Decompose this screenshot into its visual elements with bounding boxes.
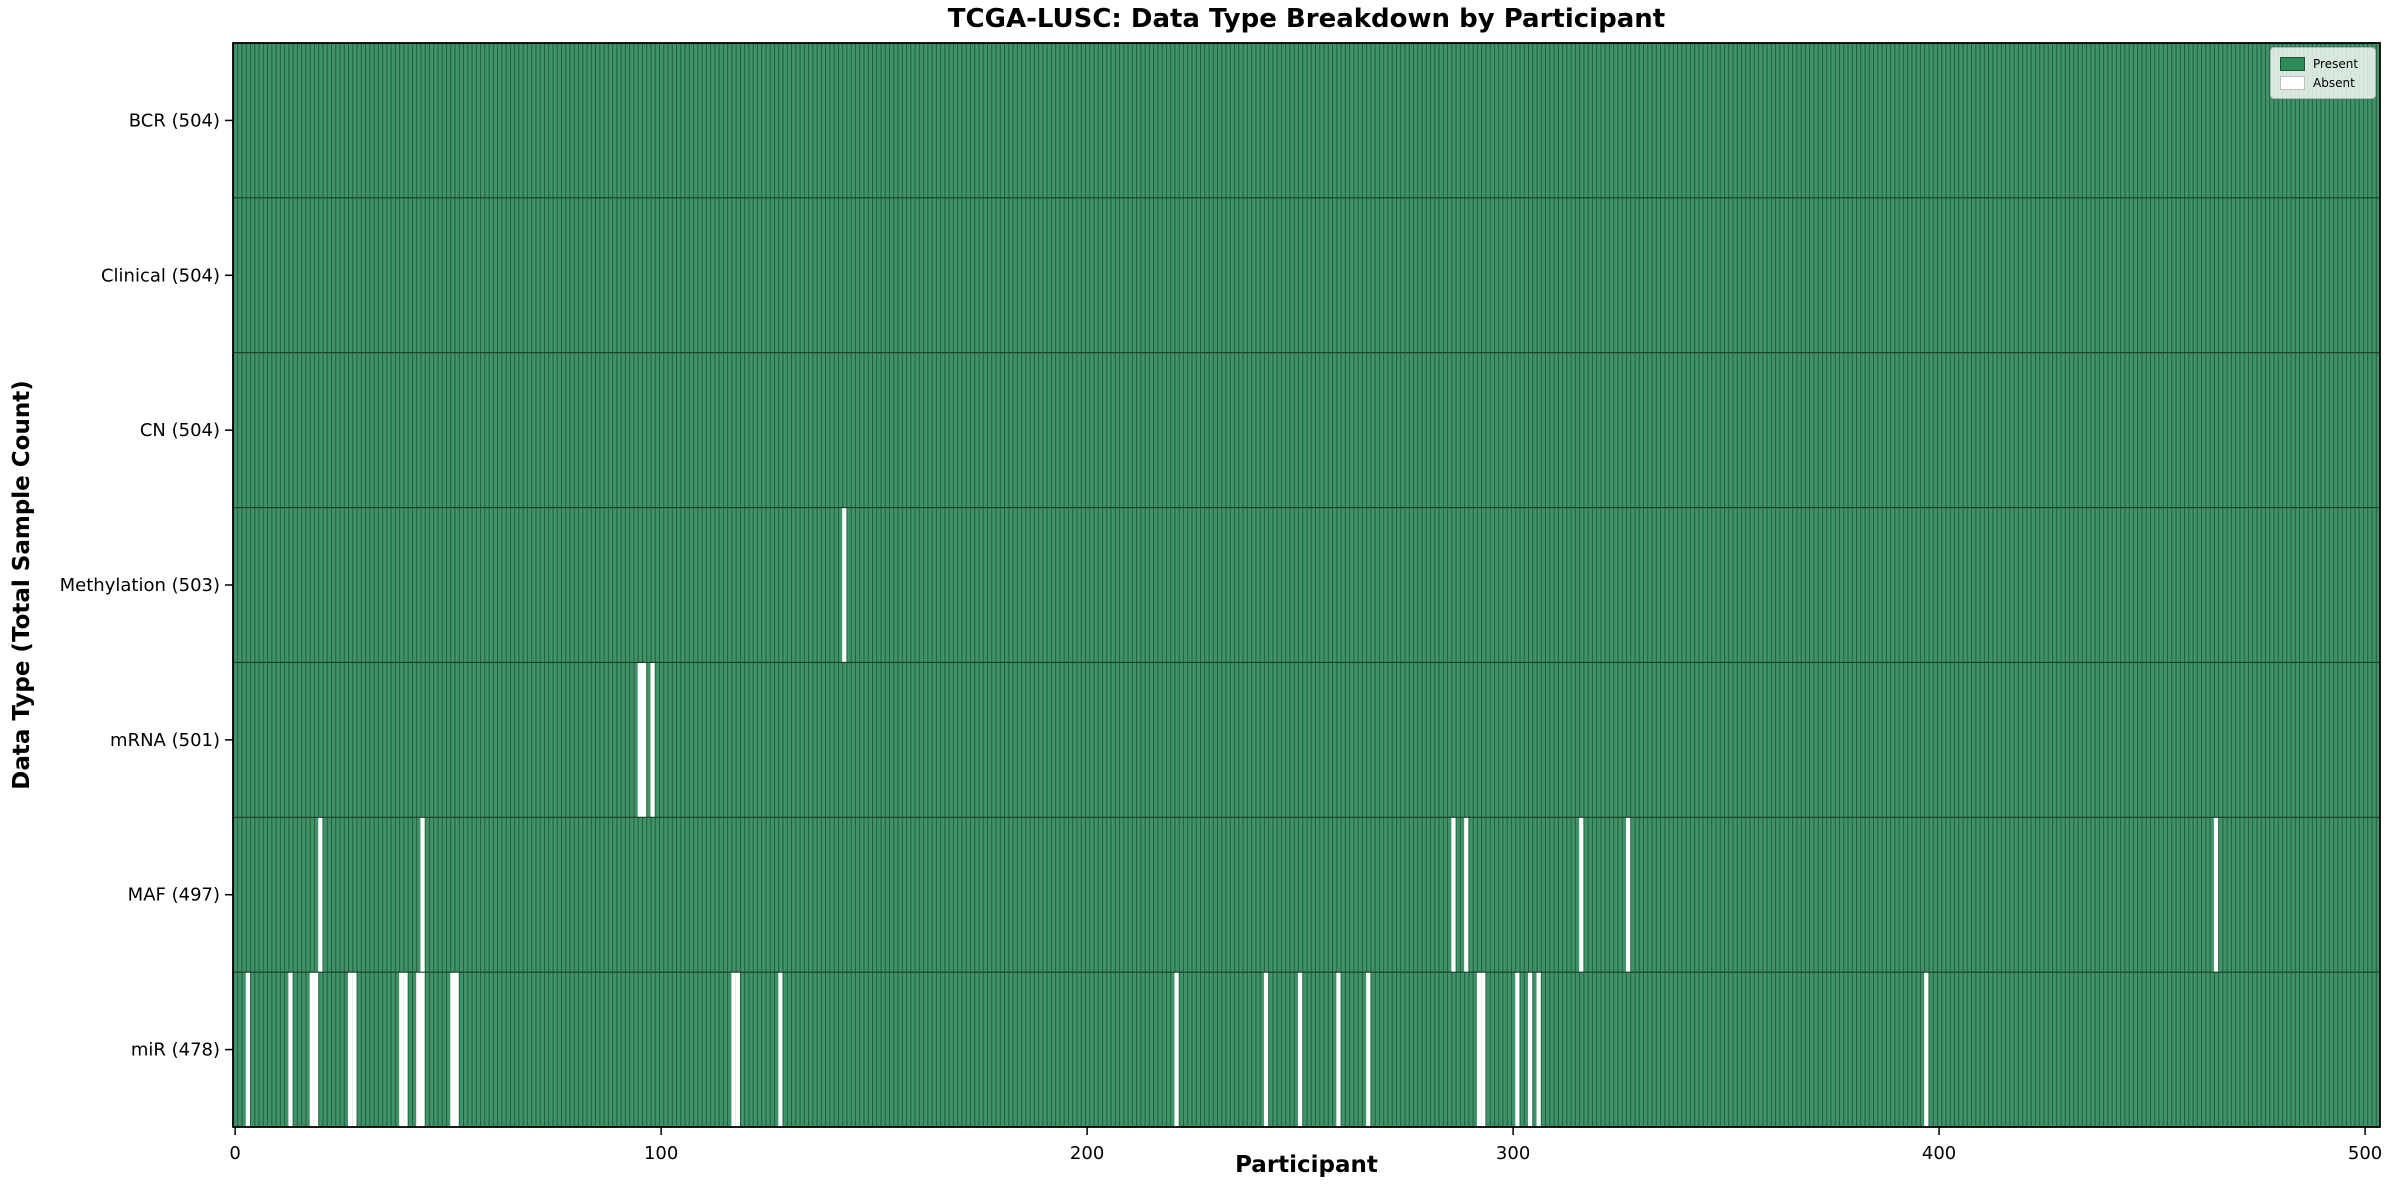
legend: Present Absent	[2270, 47, 2376, 99]
x-tick-label: 300	[1496, 1143, 1530, 1164]
absent-gap-miR	[1263, 972, 1269, 1127]
legend-label-absent: Absent	[2313, 75, 2355, 90]
x-tick-label: 200	[1070, 1143, 1104, 1164]
absent-gap-miR	[348, 972, 353, 1127]
absent-gap-miR	[309, 972, 314, 1127]
absent-gap-miR	[778, 972, 783, 1127]
legend-swatch-absent	[2280, 75, 2305, 90]
absent-gap-MAF	[1579, 817, 1584, 973]
absent-gap-miR	[1174, 972, 1179, 1127]
y-tick-label: Clinical (504)	[101, 265, 220, 286]
absent-gap-miR	[731, 972, 736, 1127]
absent-gap-MAF	[2213, 817, 2219, 973]
absent-gap-mRNA	[650, 662, 655, 818]
x-tick-label: 0	[229, 1143, 240, 1164]
absent-gap-miR	[288, 972, 293, 1127]
absent-gap-MAF	[420, 817, 425, 973]
absent-gap-miR	[1476, 972, 1482, 1127]
absent-gap-MAF	[1464, 817, 1469, 973]
absent-gap-miR	[403, 972, 408, 1127]
absent-gap-miR	[1336, 972, 1341, 1127]
legend-item-present: Present	[2280, 54, 2366, 73]
absent-gap-miR	[352, 972, 357, 1127]
x-axis-label: Participant	[1235, 1152, 1378, 1178]
absent-gap-miR	[1536, 972, 1541, 1127]
absent-gap-miR	[1528, 972, 1533, 1127]
y-axis-label: Data Type (Total Sample Count)	[9, 380, 35, 790]
absent-gap-miR	[1515, 972, 1520, 1127]
y-tick-label: MAF (497)	[128, 885, 220, 906]
legend-swatch-present	[2280, 56, 2305, 71]
x-tick-label: 100	[644, 1143, 678, 1164]
absent-gap-miR	[416, 972, 421, 1127]
absent-gap-miR	[399, 972, 404, 1127]
absent-gap-miR	[1366, 972, 1371, 1127]
absent-gap-Methylation	[842, 507, 847, 663]
absent-gap-miR	[454, 972, 459, 1127]
absent-gap-miR	[1297, 972, 1303, 1127]
absent-gap-miR	[420, 972, 425, 1127]
y-tick-label: mRNA (501)	[110, 730, 220, 751]
present-field	[233, 43, 2380, 1127]
absent-gap-MAF	[1625, 817, 1631, 973]
absent-gap-MAF	[1451, 817, 1456, 973]
y-tick-label: BCR (504)	[129, 110, 220, 131]
x-tick-label: 500	[2348, 1143, 2382, 1164]
legend-item-absent: Absent	[2280, 73, 2366, 92]
y-tick-label: Methylation (503)	[60, 575, 220, 596]
legend-label-present: Present	[2313, 56, 2359, 71]
y-tick-label: miR (478)	[131, 1040, 220, 1061]
y-tick-label: CN (504)	[140, 420, 220, 441]
absent-gap-mRNA	[637, 662, 642, 818]
absent-gap-miR	[1481, 972, 1486, 1127]
absent-gap-miR	[313, 972, 319, 1127]
absent-gap-miR	[450, 972, 455, 1127]
absent-gap-miR	[735, 972, 740, 1127]
absent-gap-mRNA	[641, 662, 647, 818]
absent-gap-miR	[245, 972, 251, 1127]
x-tick-label: 400	[1922, 1143, 1956, 1164]
absent-gap-miR	[1924, 972, 1929, 1127]
plot-frame	[232, 42, 2381, 1128]
chart-title: TCGA-LUSC: Data Type Breakdown by Partic…	[947, 4, 1666, 34]
absent-gap-MAF	[318, 817, 323, 973]
